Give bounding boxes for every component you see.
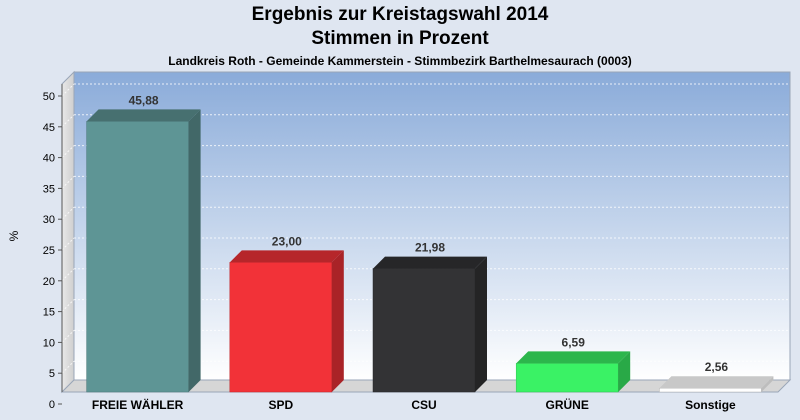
chart-subtitle: Landkreis Roth - Gemeinde Kammerstein - … — [168, 54, 632, 68]
bar-top — [229, 250, 344, 263]
gridline-side — [61, 330, 75, 343]
gridline-side — [61, 176, 75, 189]
bar-side — [188, 109, 201, 392]
y-tick-label: 45 — [43, 122, 55, 134]
bar-side — [618, 351, 631, 392]
bar-side — [331, 250, 344, 392]
y-tick-label: 40 — [43, 153, 55, 165]
x-tick-label: SPD — [268, 398, 293, 412]
bar-front — [515, 363, 619, 393]
y-axis-label: % — [7, 230, 21, 241]
bar-side — [761, 376, 774, 392]
gridline-side — [61, 206, 75, 220]
gridline-side — [61, 114, 75, 128]
bar-top — [516, 351, 631, 364]
data-label: 45,88 — [129, 93, 159, 107]
bar-spd — [229, 250, 344, 393]
gridline-side — [61, 145, 75, 158]
x-tick-label: FREIE WÄHLER — [92, 397, 184, 412]
y-tick-label: 15 — [43, 307, 55, 319]
data-label: 21,98 — [415, 241, 445, 255]
y-axis: 0 5 10 15 20 25 30 35 40 45 50 — [43, 84, 63, 411]
gridline-side — [61, 299, 75, 312]
gridline-side — [61, 237, 75, 251]
y-tick-label: 0 — [49, 399, 55, 411]
x-tick-label: Sonstige — [685, 398, 736, 412]
data-label: 23,00 — [272, 234, 302, 248]
plot-side-wall — [61, 70, 75, 394]
gridline-side — [61, 268, 75, 282]
y-tick-label: 10 — [43, 337, 55, 349]
x-tick-label: GRÜNE — [546, 397, 589, 412]
bars — [86, 109, 774, 393]
bar-freie-wähler — [86, 109, 201, 393]
gridline-side — [61, 83, 75, 97]
chart-title: Ergebnis zur Kreistagswahl 2014 — [251, 4, 549, 25]
bar-top — [659, 376, 774, 389]
y-tick-label: 25 — [43, 245, 55, 257]
data-label: 2,56 — [705, 360, 729, 374]
bar-side — [475, 256, 487, 392]
bar-front — [229, 262, 333, 393]
gridline-side — [61, 360, 75, 374]
bar-front — [659, 387, 762, 393]
bar-front — [86, 121, 189, 393]
data-label: 6,59 — [562, 335, 586, 349]
y-tick-label: 5 — [49, 368, 55, 380]
y-tick-label: 20 — [43, 276, 55, 288]
chart-title-line2: Stimmen in Prozent — [311, 28, 489, 49]
bar-top — [86, 109, 201, 122]
y-tick-label: 30 — [43, 214, 55, 226]
y-tick-label: 35 — [43, 183, 55, 195]
bar-sonstige — [659, 376, 774, 393]
labels: 45,88 FREIE WÄHLER 23,00 SPD 21,98 CSU 6,59 GRÜ… — [92, 93, 736, 412]
bar-top — [373, 256, 487, 269]
bar-csu — [372, 256, 487, 393]
y-tick-label: 50 — [43, 91, 55, 103]
bar-front — [372, 268, 476, 393]
x-tick-label: CSU — [411, 398, 436, 412]
bar-grüne — [515, 351, 631, 393]
